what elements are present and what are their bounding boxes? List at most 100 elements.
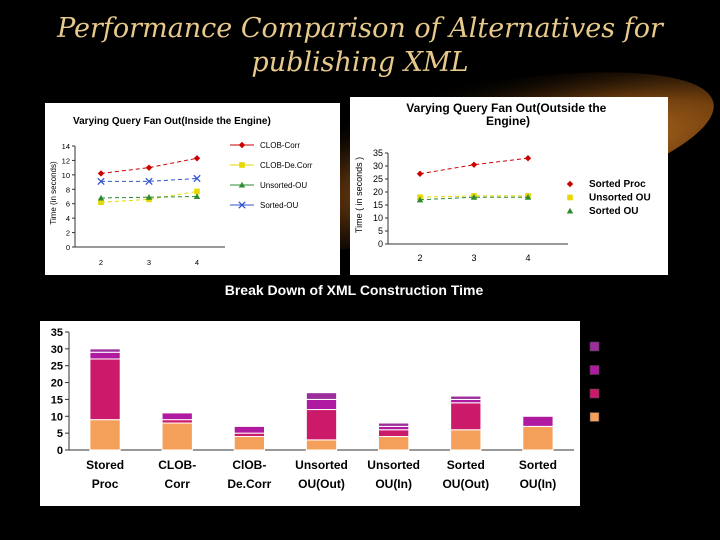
chart-outside-engine-ylabel: Time ( in seconds ) xyxy=(354,157,364,233)
chart-2-bar-4-2 xyxy=(377,425,410,431)
chart-inside-engine-ylabel: Time (in seconds) xyxy=(49,161,58,225)
chart-2-y-tick-label-7: 35 xyxy=(51,327,63,339)
chart-0-y-tick-label-3: 6 xyxy=(66,200,70,209)
chart-2-category-label-4-0: Unsorted xyxy=(367,458,420,472)
chart-1-y-tick-label-2: 10 xyxy=(373,213,383,223)
chart-2-bar-3-2 xyxy=(305,398,338,411)
chart-1-series-0-line xyxy=(419,157,529,175)
chart-0-x-tick-label-2: 4 xyxy=(195,258,199,267)
chart-2-category-label-3-0: Unsorted xyxy=(295,458,348,472)
chart-1-y-tick-label-1: 5 xyxy=(378,226,383,236)
chart-0-series-1-line xyxy=(100,190,198,203)
chart-2-bar-4-1 xyxy=(377,429,410,438)
chart-1-series-2-point-0 xyxy=(416,196,424,203)
chart-0-x-tick-label-0: 2 xyxy=(99,258,103,267)
chart-1-y-tick-label-4: 20 xyxy=(373,187,383,197)
chart-0-series-0-line xyxy=(100,157,198,174)
slide-title: Performance Comparison of Alternatives f… xyxy=(0,12,720,80)
chart-0-y-tick-label-2: 4 xyxy=(66,214,70,223)
chart-0-series-3-line xyxy=(101,177,198,182)
chart-1-legend-label-2: Sorted OU xyxy=(589,206,638,217)
chart-0-series-1-point-0 xyxy=(98,199,104,206)
chart-0-series-3-point-2 xyxy=(193,174,201,183)
chart-2-legend-label-3: XML File xyxy=(605,340,654,354)
chart-2-bar-3-3 xyxy=(305,392,338,400)
chart-1-series-0-point-2 xyxy=(524,155,532,162)
chart-1-legend-label-1: Unsorted OU xyxy=(589,193,651,204)
chart-2-legend-swatch-0 xyxy=(589,412,600,422)
chart-1-x-tick-label-0: 2 xyxy=(417,253,422,263)
chart-2-category-label-5-1: OU(Out) xyxy=(442,477,489,491)
chart-2-category-label-2-1: De.Corr xyxy=(227,477,271,491)
chart-2-legend-swatch-3 xyxy=(589,341,600,352)
chart-breakdown-title: Break Down of XML Construction Time xyxy=(225,282,484,298)
chart-1-legend-marker-2 xyxy=(566,207,574,214)
chart-outside-engine-title-line-1: Varying Query Fan Out(Outside the xyxy=(406,101,606,115)
chart-2-bar-5-0 xyxy=(450,429,482,451)
chart-2-category-label-2-0: ClOB- xyxy=(232,458,266,472)
chart-2-bar-0-1 xyxy=(89,358,121,421)
chart-0-y-tick-label-7: 14 xyxy=(62,142,70,151)
chart-2-bar-1-1 xyxy=(161,419,193,424)
chart-2-category-label-6-1: OU(In) xyxy=(520,477,557,491)
chart-2-y-tick-label-1: 5 xyxy=(57,428,63,440)
chart-2-legend-label-2: Tagging xyxy=(605,364,651,378)
chart-2-legend-swatch-2 xyxy=(589,365,600,375)
chart-1-series-2-point-2 xyxy=(524,194,532,200)
chart-inside-engine-background xyxy=(45,103,340,275)
chart-2-bar-6-2 xyxy=(522,415,554,427)
chart-1-legend-marker-0 xyxy=(566,180,574,188)
chart-2-y-tick-label-6: 30 xyxy=(51,344,63,356)
chart-1-series-0-point-0 xyxy=(416,170,424,177)
chart-2-bar-5-1 xyxy=(450,402,482,431)
chart-outside-engine-title: Varying Query Fan Out(Outside the Engine… xyxy=(406,101,609,128)
chart-2-y-tick-label-3: 15 xyxy=(51,394,63,406)
chart-0-series-2-point-2 xyxy=(193,193,201,200)
chart-2-y-tick-label-2: 10 xyxy=(51,411,63,423)
chart-0-y-tick-label-0: 0 xyxy=(66,243,70,252)
chart-1-x-tick-label-2: 4 xyxy=(525,253,530,263)
chart-0-y-tick-label-5: 10 xyxy=(62,171,70,180)
chart-2-bar-0-2 xyxy=(89,351,121,360)
chart-outside-engine: Varying Query Fan Out(Outside the Engine… xyxy=(350,97,668,275)
chart-0-y-tick-label-1: 2 xyxy=(66,229,70,238)
chart-0-legend-marker-2 xyxy=(238,181,246,188)
chart-2-legend-swatch-1 xyxy=(589,388,600,399)
chart-2-bar-2-2 xyxy=(233,425,266,434)
chart-2-category-label-0-0: Stored xyxy=(86,458,124,472)
chart-inside-engine-title: Varying Query Fan Out(Inside the Engine) xyxy=(73,116,271,127)
chart-0-series-3-point-0 xyxy=(97,177,105,186)
chart-inside-engine: Varying Query Fan Out(Inside the Engine)… xyxy=(45,103,340,275)
chart-1-y-tick-label-5: 25 xyxy=(373,174,383,184)
chart-1-y-tick-label-0: 0 xyxy=(378,239,383,249)
chart-1-y-tick-label-7: 35 xyxy=(373,148,383,158)
chart-2-legend-label-1: Bind Out xyxy=(605,387,656,401)
chart-1-y-tick-label-6: 30 xyxy=(373,161,383,171)
chart-1-series-0-point-1 xyxy=(470,161,478,168)
chart-0-y-tick-label-6: 12 xyxy=(62,156,70,165)
chart-2-category-label-1-1: Corr xyxy=(165,477,191,491)
chart-0-legend-marker-1 xyxy=(239,162,245,168)
chart-2-bar-4-3 xyxy=(377,422,410,427)
chart-0-legend-marker-3 xyxy=(238,201,246,209)
chart-2-bar-6-0 xyxy=(522,425,554,451)
chart-2-category-label-5-0: Sorted xyxy=(447,458,485,472)
chart-1-series-2-point-1 xyxy=(470,194,478,200)
chart-2-bar-2-1 xyxy=(233,432,266,438)
chart-2-category-label-1-0: CLOB- xyxy=(158,458,196,472)
chart-1-legend-marker-1 xyxy=(567,194,573,201)
chart-1-legend-label-0: Sorted Proc xyxy=(589,179,646,190)
chart-2-bar-0-3 xyxy=(89,348,121,353)
chart-2-bar-5-2 xyxy=(450,398,482,404)
chart-2-bar-2-0 xyxy=(233,436,266,451)
chart-0-y-tick-label-4: 8 xyxy=(66,185,70,194)
chart-2-bar-1-2 xyxy=(161,412,193,421)
chart-0-legend-label-0: CLOB-Corr xyxy=(260,141,300,150)
chart-2-y-tick-label-5: 25 xyxy=(51,361,63,373)
chart-0-series-0-point-0 xyxy=(97,170,105,177)
chart-2-bar-3-0 xyxy=(305,439,338,451)
chart-0-legend-label-1: CLOB-De.Corr xyxy=(260,161,313,170)
chart-2-legend-label-0: Execution xyxy=(605,411,662,425)
chart-2-bar-5-3 xyxy=(450,395,482,400)
chart-0-series-2-point-0 xyxy=(97,194,105,201)
